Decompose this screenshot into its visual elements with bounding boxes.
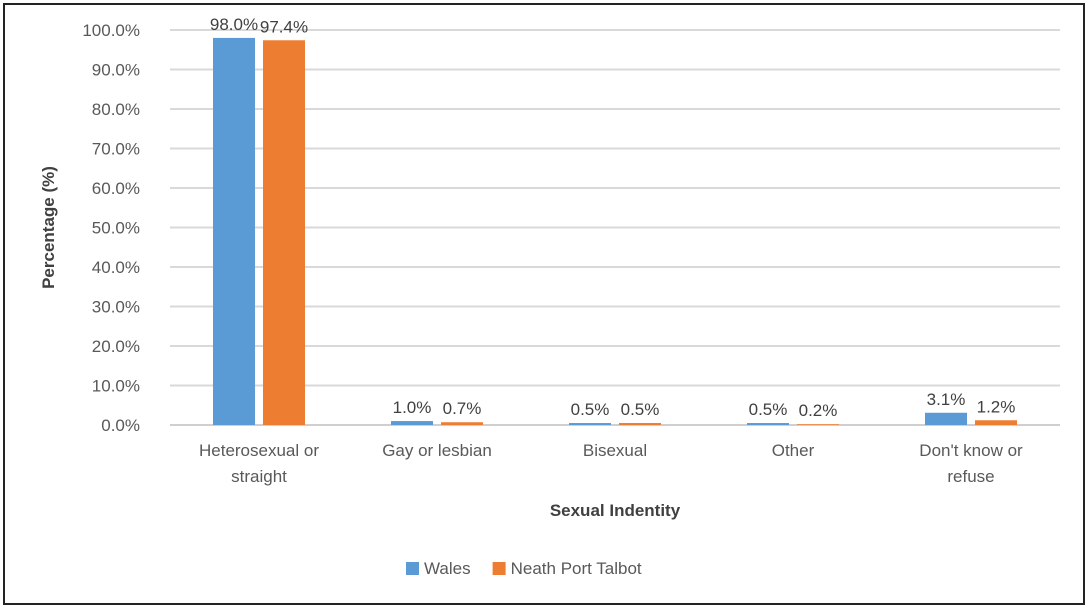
x-tick-label: Heterosexual or [199, 441, 319, 460]
data-label: 0.5% [749, 400, 788, 419]
y-tick-label: 50.0% [92, 219, 140, 238]
bar-neath-port-talbot [975, 420, 1017, 425]
x-tick-label: Bisexual [583, 441, 647, 460]
x-tick-label: Other [772, 441, 815, 460]
bar-neath-port-talbot [441, 422, 483, 425]
bar-wales [391, 421, 433, 425]
y-tick-label: 100.0% [82, 21, 140, 40]
bar-neath-port-talbot [797, 424, 839, 425]
data-label: 0.2% [799, 401, 838, 420]
legend-label: Neath Port Talbot [511, 559, 642, 578]
data-label: 97.4% [260, 17, 308, 36]
y-tick-label: 0.0% [101, 416, 140, 435]
y-tick-label: 10.0% [92, 377, 140, 396]
bar-wales [925, 412, 967, 425]
bar-wales [213, 37, 255, 426]
y-tick-label: 30.0% [92, 298, 140, 317]
y-axis-title: Percentage (%) [39, 166, 58, 289]
data-label: 1.0% [393, 398, 432, 417]
y-tick-label: 70.0% [92, 140, 140, 159]
legend-swatch [406, 562, 419, 575]
x-tick-label: straight [231, 467, 287, 486]
x-axis-title: Sexual Indentity [550, 501, 681, 520]
bar-wales [747, 423, 789, 425]
x-tick-label: Don't know or [919, 441, 1023, 460]
x-tick-label: Gay or lesbian [382, 441, 492, 460]
bar-wales [569, 423, 611, 425]
data-label: 0.5% [621, 400, 660, 419]
x-tick-label: refuse [947, 467, 994, 486]
y-tick-label: 40.0% [92, 258, 140, 277]
chart-frame [3, 3, 1085, 605]
legend-swatch [492, 562, 506, 575]
bar-neath-port-talbot [619, 423, 661, 425]
legend-label: Wales [424, 559, 471, 578]
data-label: 0.7% [443, 399, 482, 418]
y-tick-label: 20.0% [92, 337, 140, 356]
bar-neath-port-talbot [263, 40, 305, 426]
data-label: 0.5% [571, 400, 610, 419]
y-tick-label: 90.0% [92, 61, 140, 80]
data-label: 98.0% [210, 15, 258, 34]
y-tick-label: 60.0% [92, 179, 140, 198]
data-label: 3.1% [927, 390, 966, 409]
y-tick-label: 80.0% [92, 100, 140, 119]
data-label: 1.2% [977, 397, 1016, 416]
